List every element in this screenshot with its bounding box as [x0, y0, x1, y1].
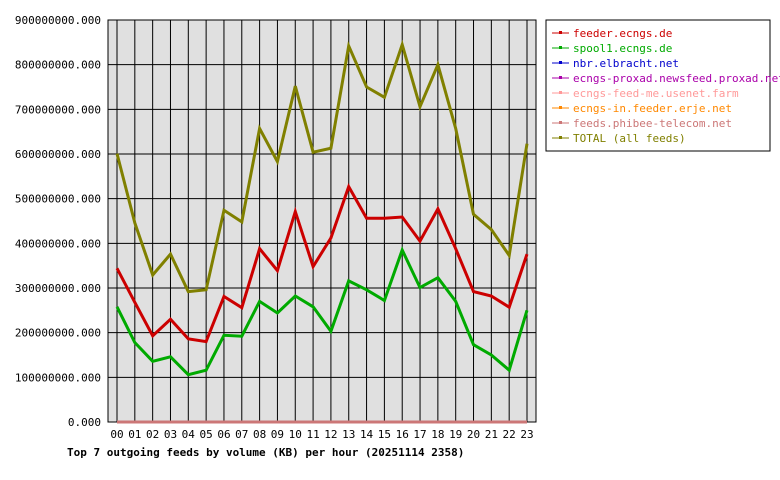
legend-label: feeder.ecngs.de — [573, 27, 672, 40]
x-tick-label: 15 — [378, 428, 391, 441]
y-tick-label: 0.000 — [68, 416, 101, 429]
x-tick-label: 12 — [324, 428, 337, 441]
series-line — [115, 39, 529, 294]
y-tick-label: 200000000.000 — [15, 327, 101, 340]
x-tick-label: 02 — [146, 428, 159, 441]
legend-marker — [559, 136, 562, 139]
y-tick-label: 800000000.000 — [15, 59, 101, 72]
y-tick-label: 900000000.000 — [15, 14, 101, 27]
x-tick-label: 23 — [520, 428, 533, 441]
legend-label: nbr.elbracht.net — [573, 57, 679, 70]
y-tick-label: 300000000.000 — [15, 282, 101, 295]
legend-marker — [559, 46, 562, 49]
series-line — [115, 182, 529, 344]
y-tick-label: 700000000.000 — [15, 103, 101, 116]
y-tick-label: 400000000.000 — [15, 237, 101, 250]
x-tick-label: 11 — [306, 428, 319, 441]
x-tick-label: 13 — [342, 428, 355, 441]
x-tick-label: 01 — [128, 428, 141, 441]
legend-box — [545, 19, 771, 152]
x-tick-label: 04 — [182, 428, 196, 441]
x-tick-label: 19 — [449, 428, 462, 441]
x-tick-label: 08 — [253, 428, 266, 441]
legend-label: ecngs-feed-me.usenet.farm — [573, 87, 739, 100]
legend-label: feeds.phibee-telecom.net — [573, 117, 732, 130]
x-tick-label: 10 — [289, 428, 302, 441]
x-tick-label: 14 — [360, 428, 374, 441]
y-tick-label: 500000000.000 — [15, 193, 101, 206]
x-tick-label: 09 — [271, 428, 284, 441]
x-tick-label: 17 — [413, 428, 426, 441]
legend-marker — [559, 106, 562, 109]
legend-label: ecngs-in.feeder.erje.net — [573, 102, 732, 115]
x-tick-label: 16 — [396, 428, 409, 441]
x-tick-label: 18 — [431, 428, 444, 441]
x-tick-label: 05 — [200, 428, 213, 441]
x-axis-ticks: 00 01 02 03 04 05 06 07 08 09 10 11 12 13 14 15 16 17 18 19… — [110, 428, 533, 441]
x-tick-label: 07 — [235, 428, 248, 441]
plot-background — [107, 19, 537, 423]
legend: feeder.ecngs.de spool1.ecngs.de nbr.elbrac… — [545, 19, 780, 152]
chart-title: Top 7 outgoing feeds by volume (KB) per … — [67, 446, 464, 459]
legend-marker — [559, 76, 562, 79]
series-lines — [115, 39, 529, 424]
y-tick-label: 600000000.000 — [15, 148, 101, 161]
x-tick-label: 21 — [485, 428, 498, 441]
legend-marker — [559, 121, 562, 124]
x-tick-label: 22 — [503, 428, 516, 441]
x-tick-label: 20 — [467, 428, 480, 441]
legend-marker — [559, 91, 562, 94]
legend-marker — [559, 61, 562, 64]
x-tick-label: 06 — [217, 428, 230, 441]
series-line — [115, 246, 529, 377]
legend-label: TOTAL (all feeds) — [573, 132, 686, 145]
y-axis-ticks: 0.000 100000000.000 200000000.000 300000000… — [15, 14, 101, 429]
x-tick-label: 03 — [164, 428, 177, 441]
legend-marker — [559, 31, 562, 34]
legend-label: spool1.ecngs.de — [573, 42, 672, 55]
y-tick-label: 100000000.000 — [15, 371, 101, 384]
x-tick-label: 00 — [110, 428, 123, 441]
legend-label: ecngs-proxad.newsfeed.proxad.net — [573, 72, 780, 85]
